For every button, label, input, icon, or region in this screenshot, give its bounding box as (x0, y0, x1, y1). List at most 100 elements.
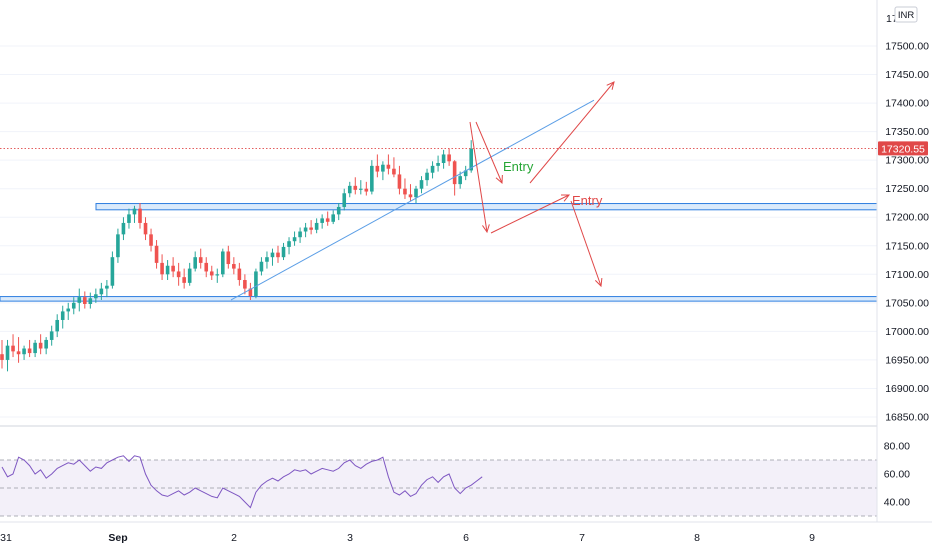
currency-badge[interactable]: INR (894, 6, 918, 23)
candle (94, 288, 98, 303)
candle (441, 149, 446, 169)
candle (49, 325, 54, 346)
candle (436, 155, 440, 172)
candle (66, 302, 71, 320)
candle (27, 339, 32, 358)
candle (99, 282, 104, 300)
rsi-tick-label: 80.00 (884, 441, 910, 453)
candle (16, 337, 21, 363)
price-tick-label: 17150.00 (885, 240, 929, 252)
candle (397, 165, 402, 195)
drawing-tools[interactable]: Entry Entry (230, 81, 615, 301)
arrow-down-support[interactable] (570, 200, 603, 288)
candle (325, 211, 330, 226)
resistance-zone[interactable] (95, 203, 878, 211)
candle (44, 337, 48, 355)
candle (88, 292, 93, 309)
candle (292, 231, 297, 246)
price-tick-label: 17450.00 (885, 69, 929, 81)
candle (22, 345, 26, 360)
last-price-badge: 17320.55 (878, 141, 928, 156)
rsi-pane[interactable] (0, 455, 877, 517)
candle (187, 262, 192, 286)
candle (165, 260, 170, 281)
candle (0, 339, 4, 369)
candle (347, 181, 352, 198)
trend-line[interactable] (230, 99, 595, 301)
candle (364, 181, 369, 196)
candle (381, 161, 385, 181)
arrow-down-to-entry[interactable] (475, 121, 503, 185)
price-tick-label: 16850.00 (885, 412, 929, 424)
candle (303, 222, 308, 238)
arrow-up-target[interactable] (529, 81, 615, 184)
candle (237, 262, 242, 286)
candle (83, 291, 87, 309)
candle (33, 339, 37, 358)
price-gridlines (0, 45, 877, 418)
rsi-tick-labels: 80.00 60.00 40.00 (884, 441, 910, 509)
candle (336, 202, 341, 221)
time-tick-label: 2 (231, 532, 237, 544)
price-tick-label: 17100.00 (885, 269, 929, 281)
candle (132, 205, 137, 223)
candle (359, 180, 363, 195)
candle (176, 262, 181, 286)
price-tick-label: 16950.00 (885, 354, 929, 366)
candle (215, 268, 220, 283)
support-zone[interactable] (0, 296, 878, 302)
price-pane[interactable]: Entry Entry (0, 45, 878, 418)
horizontal-zones[interactable] (0, 203, 878, 302)
candle (248, 282, 253, 300)
candle (243, 274, 247, 295)
candle (209, 265, 214, 281)
time-tick-label: 6 (463, 532, 469, 544)
currency-label: INR (898, 10, 915, 21)
candle (226, 245, 231, 269)
time-tick-label: Sep (108, 532, 127, 544)
candle (259, 257, 264, 276)
candle (121, 217, 126, 241)
arrow-down-deep[interactable] (469, 121, 490, 234)
candle (463, 165, 468, 181)
price-tick-label: 17350.00 (885, 126, 929, 138)
candle (221, 248, 225, 278)
candle (287, 237, 291, 255)
candle (254, 268, 258, 299)
candle (414, 185, 418, 203)
candle (154, 240, 159, 269)
rsi-tick-label: 40.00 (884, 497, 910, 509)
rsi-line (1, 455, 483, 509)
time-tick-label: 9 (809, 532, 815, 544)
arrow-up-retest[interactable] (490, 194, 571, 234)
time-tick-label: 7 (579, 532, 585, 544)
candle (232, 257, 236, 275)
candle (281, 242, 286, 261)
candle (198, 248, 203, 269)
price-tick-label: 17400.00 (885, 98, 929, 110)
rsi-levels (0, 459, 877, 517)
time-axis[interactable]: 31 Sep 2 3 6 7 8 9 (0, 521, 932, 550)
candle (408, 184, 413, 202)
candlestick-series[interactable] (0, 140, 473, 372)
candle (143, 217, 148, 241)
candle (314, 218, 319, 234)
candle (452, 160, 457, 196)
entry-label-green[interactable]: Entry (503, 159, 534, 174)
price-tick-label: 17300.00 (885, 155, 929, 167)
candle (276, 245, 280, 263)
candle (309, 220, 313, 235)
price-axis[interactable]: 17500.00 17450.00 17400.00 17350.00 17300.00… (876, 0, 932, 522)
entry-label-red[interactable]: Entry (572, 193, 603, 208)
candle (11, 334, 15, 358)
price-tick-label: 17200.00 (885, 212, 929, 224)
time-tick-labels: 31 Sep 2 3 6 7 8 9 (0, 532, 815, 544)
candle (370, 160, 374, 195)
price-tick-labels: 17500.00 17450.00 17400.00 17350.00 17300.00… (885, 41, 929, 424)
candle (116, 228, 120, 263)
candle (392, 157, 396, 178)
rsi-tick-label: 60.00 (884, 469, 910, 481)
price-tick-label: 17500.00 (885, 41, 929, 53)
candle (270, 248, 275, 266)
